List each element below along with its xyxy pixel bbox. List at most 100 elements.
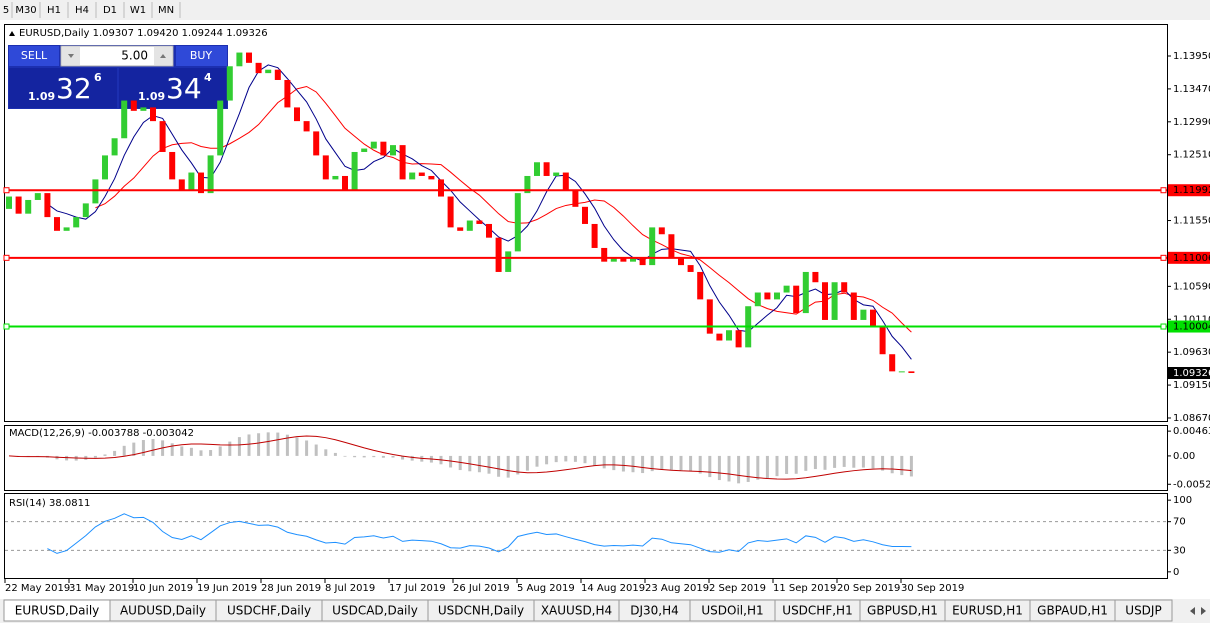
timeframe-button[interactable]: W1 [130, 5, 146, 16]
candle [582, 206, 588, 224]
toolbar-bg [0, 0, 1210, 20]
macd-bar [593, 455, 597, 466]
level-label: 1.10004 [1173, 322, 1210, 333]
candle [908, 371, 915, 374]
scroll-right[interactable] [1201, 607, 1206, 615]
macd-bar [631, 455, 635, 473]
candle [409, 172, 416, 180]
candle [687, 265, 694, 272]
x-tick-label: 20 Sep 2019 [837, 583, 900, 594]
moving-average [95, 85, 912, 333]
macd-bar [794, 455, 798, 474]
candle [332, 175, 339, 180]
macd-bar [890, 455, 894, 474]
level-marker [1160, 254, 1167, 261]
bid-box[interactable] [9, 68, 117, 108]
macd-bar [170, 443, 174, 456]
candle [322, 155, 329, 180]
tab-label: USDCNH,Daily [438, 604, 524, 618]
candle [130, 100, 137, 111]
macd-bar [909, 455, 913, 477]
candle [102, 155, 108, 180]
macd-bar [669, 455, 673, 471]
x-tick-label: 8 Jul 2019 [325, 583, 375, 594]
macd-bar [189, 447, 193, 456]
scroll-left[interactable] [1190, 607, 1195, 615]
timeframe-button[interactable]: H4 [75, 5, 89, 16]
macd-bar [900, 455, 904, 476]
macd-bar [823, 455, 827, 470]
timeframe-button[interactable]: M30 [15, 5, 36, 16]
moving-average [47, 64, 912, 360]
candle [601, 247, 608, 262]
macd-bar [804, 455, 808, 471]
candle [706, 299, 713, 334]
candle [447, 196, 454, 228]
x-tick-label: 14 Aug 2019 [581, 583, 645, 594]
y-tick-label: 1.09630 [1173, 347, 1210, 358]
macd-bar [727, 455, 731, 482]
buy-button[interactable] [176, 46, 227, 66]
macd-bar [717, 455, 721, 481]
candle [486, 223, 492, 238]
y-tick-label: 70 [1173, 517, 1186, 528]
macd-bar [756, 455, 760, 480]
macd-bar [842, 455, 846, 467]
timeframe-button[interactable]: H1 [47, 5, 61, 16]
candle [879, 326, 886, 355]
ask-box[interactable] [119, 68, 227, 108]
y-tick-label: 1.12990 [1173, 117, 1210, 128]
macd-bar [612, 455, 616, 471]
ask-pips: 34 [166, 72, 202, 105]
candle [73, 217, 80, 228]
y-tick-label: 1.12510 [1173, 150, 1210, 161]
candle [255, 62, 262, 74]
y-tick-label: 30 [1173, 545, 1186, 556]
ask-big: 1.09 [138, 90, 165, 103]
sell-button[interactable] [9, 46, 59, 66]
y-tick-label: -0.005299 [1173, 479, 1210, 490]
tab[interactable] [1114, 599, 1173, 622]
y-tick-label: 1.11550 [1173, 216, 1210, 227]
timeframe-button[interactable]: 5 [3, 5, 9, 16]
candle [697, 271, 704, 300]
macd-bar [785, 455, 789, 474]
tab-scroll[interactable] [1186, 601, 1210, 621]
candle [207, 155, 214, 194]
volume-value: 5.00 [121, 49, 148, 63]
level-marker [3, 323, 10, 330]
macd-bar [583, 455, 587, 464]
candle [217, 100, 224, 156]
macd-bar [305, 440, 309, 456]
macd-bar [487, 455, 491, 474]
candle [169, 151, 176, 180]
up-arrow [160, 54, 166, 58]
macd-bar [237, 437, 241, 456]
level-tag [1168, 251, 1210, 264]
tab-label: USDJP [1125, 604, 1161, 618]
macd-bar [765, 455, 769, 479]
candle [466, 220, 473, 231]
tab-label: EURUSD,H1 [952, 604, 1023, 618]
macd-bar [362, 455, 366, 458]
candle [159, 121, 166, 152]
timeframe-button[interactable]: D1 [103, 5, 117, 16]
candle [802, 271, 809, 314]
macd-bar [641, 455, 645, 474]
macd-bar [852, 455, 856, 468]
collapse-icon [9, 31, 15, 36]
timeframe-button[interactable]: MN [158, 5, 174, 16]
tab-label: USDCHF,Daily [227, 604, 311, 618]
macd-bar [506, 455, 510, 478]
buy-label: BUY [190, 49, 213, 62]
macd-bar [833, 455, 837, 468]
candle [764, 292, 771, 300]
macd-bar [391, 455, 395, 458]
candle [870, 309, 876, 327]
candle [6, 196, 12, 209]
macd-bar [660, 455, 664, 470]
candle [150, 107, 156, 122]
candle [716, 333, 723, 341]
volume-input[interactable] [60, 45, 174, 67]
